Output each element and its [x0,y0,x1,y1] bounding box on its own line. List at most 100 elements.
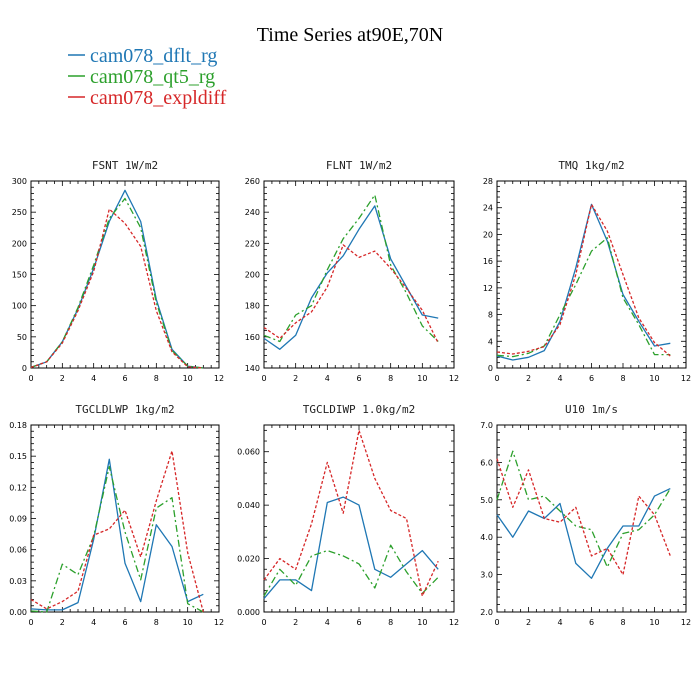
x-tick-label: 12 [681,618,691,627]
y-tick-label: 16 [483,257,493,266]
x-tick-label: 6 [122,618,127,627]
y-tick-label: 0.09 [9,515,27,524]
chart-panel-6: U10 1m/s 0 2 4 6 8 10 12 2.0 3.0 4.0 5.0 6.0 7.0 [480,403,691,627]
x-tick-label: 4 [325,374,330,383]
chart-title: FLNT 1W/m2 [326,159,392,172]
x-tick-label: 12 [449,374,459,383]
legend-item-qt5: cam078_qt5_rg [68,66,215,88]
plot-frame [496,424,687,613]
x-tick-label: 4 [91,618,96,627]
x-tick-label: 6 [589,374,594,383]
y-tick-label: 50 [17,333,27,342]
x-tick-label: 2 [526,618,531,627]
y-tick-label: 180 [245,302,260,311]
legend-item-dflt: cam078_dflt_rg [68,45,217,67]
series-line-cam078_expldiff [263,429,439,597]
y-tick-label: 0.060 [237,448,260,457]
x-tick-label: 12 [681,374,691,383]
x-tick-label: 12 [214,618,224,627]
x-tick-label: 8 [620,374,625,383]
legend-label-dflt: cam078_dflt_rg [90,45,217,67]
plot-frame [263,424,455,613]
x-tick-label: 8 [620,618,625,627]
y-tick-label: 7.0 [480,421,493,430]
x-tick-label: 12 [214,374,224,383]
series-line-cam078_dflt_rg [496,488,671,579]
y-tick-label: 140 [245,364,260,373]
y-tick-label: 200 [245,271,260,280]
chart-title: TGCLDIWP 1.0kg/m2 [303,403,416,416]
x-tick-label: 12 [449,618,459,627]
x-tick-label: 10 [649,374,659,383]
series-line-cam078_expldiff [263,244,439,344]
series-line-cam078_dflt_rg [263,205,439,350]
x-tick-label: 10 [183,618,193,627]
series-line-cam078_dflt_rg [263,496,439,600]
y-tick-label: 0.18 [9,421,27,430]
chart-panel-4: TGCLDLWP 1kg/m2 0 2 4 6 8 10 12 0.00 0.03 0.06 0.09… [9,403,224,627]
x-tick-label: 0 [261,374,266,383]
x-tick-label: 8 [154,374,159,383]
x-tick-label: 2 [293,374,298,383]
y-tick-label: 300 [12,177,27,186]
figure-title: Time Series at90E,70N [257,24,443,46]
y-tick-label: 4 [488,337,493,346]
y-tick-label: 6.0 [480,458,493,467]
legend: cam078_dflt_rg cam078_qt5_rg cam078_expl… [68,45,227,109]
series-line-cam078_dflt_rg [496,203,671,361]
y-tick-label: 0.06 [9,546,27,555]
x-tick-label: 2 [60,618,65,627]
y-tick-label: 220 [245,239,260,248]
x-tick-label: 10 [183,374,193,383]
x-tick-label: 0 [28,374,33,383]
series-line-cam078_expldiff [496,458,671,576]
x-tick-label: 6 [356,618,361,627]
x-tick-label: 10 [417,618,427,627]
x-tick-label: 0 [494,374,499,383]
y-tick-label: 5.0 [480,496,493,505]
series-line-cam078_expldiff [30,208,204,369]
plot-frame [30,180,220,369]
y-tick-label: 240 [245,208,260,217]
x-tick-label: 2 [293,618,298,627]
y-tick-label: 28 [483,177,493,186]
plot-frame [496,180,687,369]
y-tick-label: 160 [245,333,260,342]
chart-title: FSNT 1W/m2 [92,159,158,172]
y-tick-label: 2.0 [480,608,493,617]
y-tick-label: 0.000 [237,608,260,617]
series-line-cam078_qt5_rg [30,197,204,369]
x-tick-label: 4 [325,618,330,627]
y-tick-label: 0.12 [9,483,27,492]
legend-item-expldiff: cam078_expldiff [68,87,227,109]
chart-title: TMQ 1kg/m2 [558,159,624,172]
x-tick-label: 2 [526,374,531,383]
chart-panel-1: FSNT 1W/m2 0 2 4 6 8 10 12 0 50 100 150 200 250 300 [12,159,224,383]
x-tick-label: 4 [557,618,562,627]
y-tick-label: 0.00 [9,608,27,617]
series-line-cam078_qt5_rg [496,237,671,358]
x-tick-label: 6 [122,374,127,383]
x-tick-label: 8 [388,374,393,383]
chart-title: U10 1m/s [565,403,618,416]
y-tick-label: 150 [12,271,27,280]
chart-title: TGCLDLWP 1kg/m2 [75,403,174,416]
plot-frame [263,180,455,369]
y-tick-label: 0.040 [237,501,260,510]
series-line-cam078_qt5_rg [30,465,204,613]
plot-frame [30,424,220,613]
y-tick-label: 250 [12,208,27,217]
y-tick-label: 0.03 [9,577,27,586]
y-tick-label: 12 [483,284,493,293]
y-tick-label: 100 [12,302,27,311]
y-tick-label: 200 [12,239,27,248]
x-tick-label: 2 [60,374,65,383]
series-line-cam078_dflt_rg [30,189,204,369]
series-line-cam078_qt5_rg [496,450,671,568]
x-tick-label: 10 [649,618,659,627]
y-tick-label: 8 [488,311,493,320]
series-line-cam078_qt5_rg [263,194,439,343]
y-tick-label: 4.0 [480,533,493,542]
